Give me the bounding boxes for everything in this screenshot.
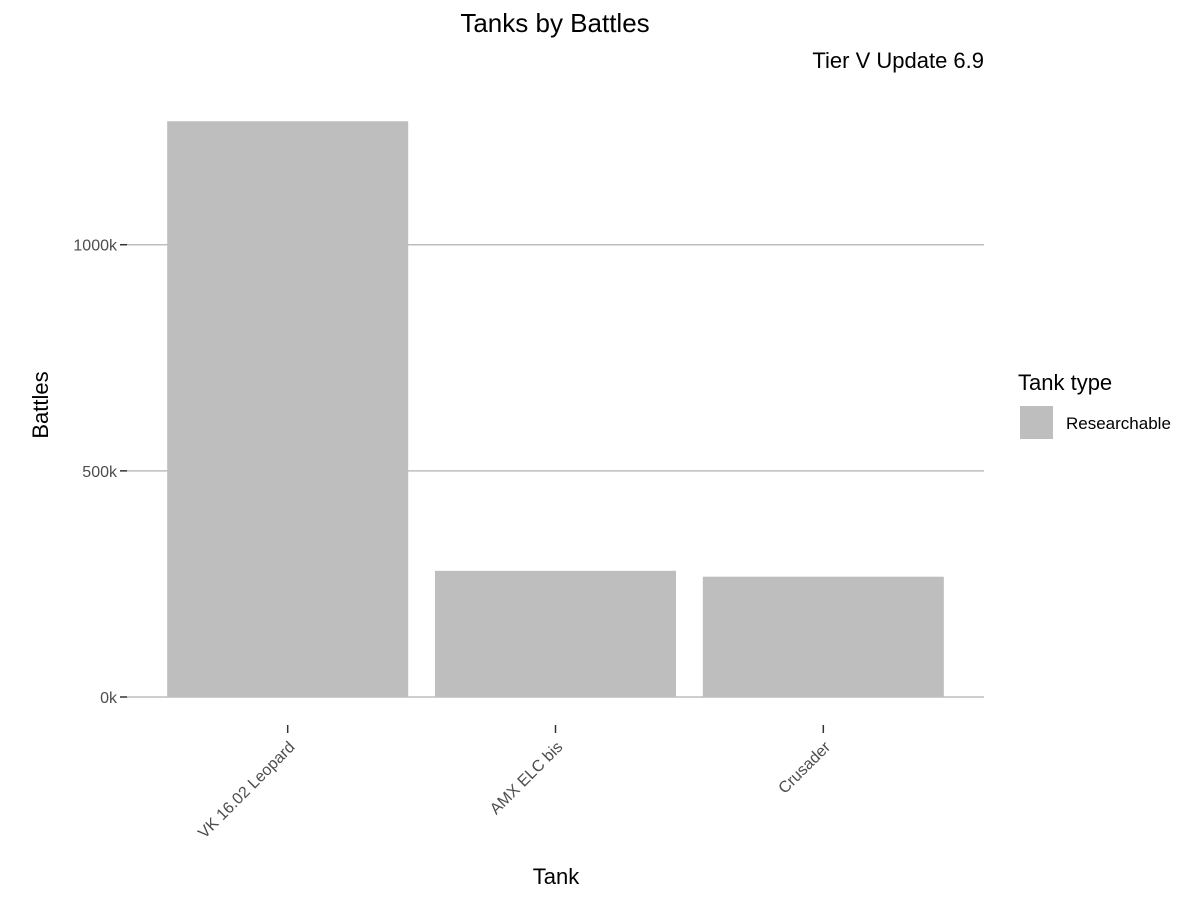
x-tick-label: VK 16.02 Leopard	[195, 739, 298, 842]
legend: Tank type Researchable	[1018, 370, 1171, 439]
x-tick-label: AMX ELC bis	[487, 739, 566, 818]
bar	[434, 570, 677, 697]
legend-label-researchable: Researchable	[1066, 414, 1171, 433]
x-tick-label: Crusader	[776, 738, 835, 797]
bar	[702, 576, 944, 697]
y-tick-label: 500k	[82, 464, 118, 481]
y-axis-title: Battles	[28, 371, 53, 438]
bars	[167, 121, 944, 697]
y-tick-label: 1000k	[73, 238, 118, 255]
x-axis-title: Tank	[533, 864, 580, 889]
y-tick-label: 0k	[100, 690, 118, 707]
legend-key-researchable	[1020, 406, 1053, 439]
bar	[167, 121, 409, 697]
chart-subtitle: Tier V Update 6.9	[812, 48, 984, 73]
chart-title: Tanks by Battles	[460, 8, 649, 38]
legend-title: Tank type	[1018, 370, 1112, 395]
